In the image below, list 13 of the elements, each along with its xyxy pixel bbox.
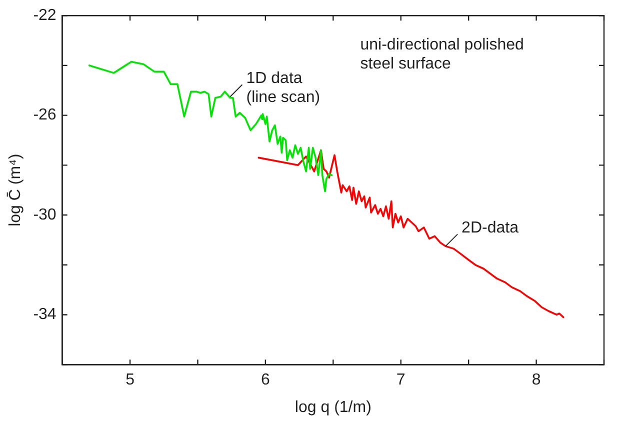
x-tick-label: 5 xyxy=(126,372,135,389)
annotation: uni-directional polished steel surface xyxy=(360,36,524,73)
x-tick-label: 6 xyxy=(261,372,270,389)
annotation: 2D-data xyxy=(462,220,519,237)
y-tick-label: -22 xyxy=(33,7,56,24)
x-tick-label: 7 xyxy=(396,372,406,389)
y-tick-label: -26 xyxy=(33,106,56,124)
annotation: 1D data (line scan) xyxy=(246,70,320,106)
y-tick-label: -30 xyxy=(33,206,56,224)
y-tick-label: -34 xyxy=(33,306,56,324)
y-axis-title: log C̄ (m⁴) xyxy=(6,154,24,226)
x-tick-label: 8 xyxy=(532,372,541,389)
x-axis-title: log q (1/m) xyxy=(294,398,372,416)
